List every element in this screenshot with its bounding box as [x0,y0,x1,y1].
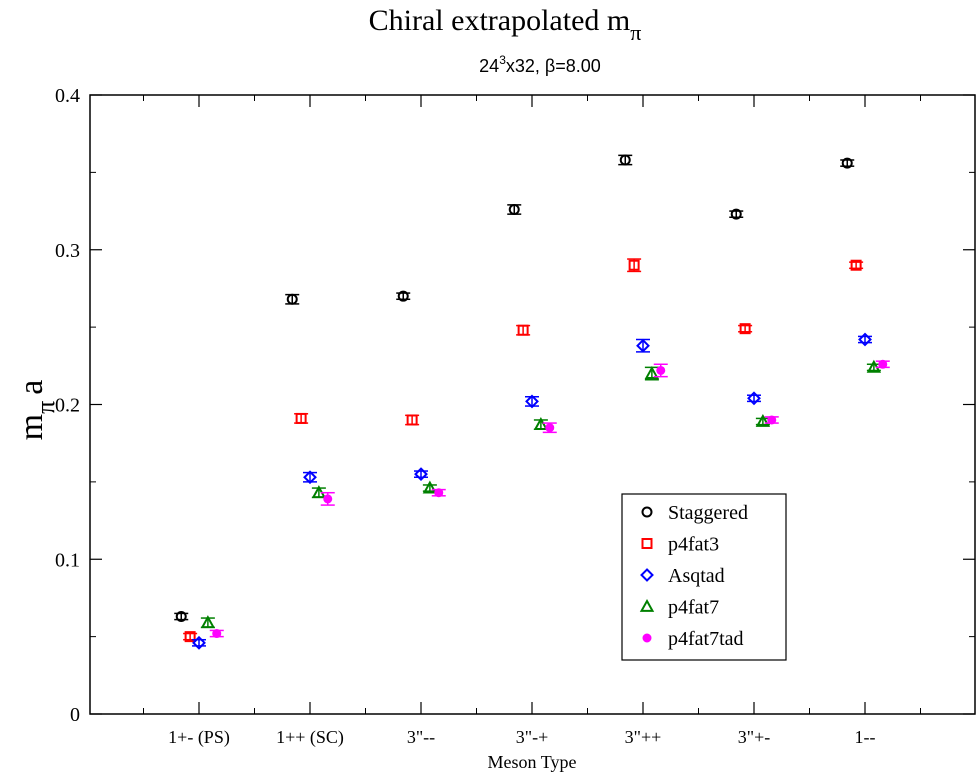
chart-subtitle: 243x32, β=8.00 [479,53,601,76]
data-point [755,413,771,427]
data-point [192,635,206,650]
data-marks [174,154,890,650]
data-point [397,290,409,302]
data-point [184,631,196,643]
data-point [636,338,650,353]
x-tick-label: 1-- [855,727,876,747]
legend-label: p4fat3 [668,534,719,556]
y-axis-label-subscript: π [31,401,60,414]
data-point [175,611,187,623]
legend-label: Staggered [668,502,748,524]
data-point [517,324,529,336]
x-tick-label: 1++ (SC) [276,727,344,748]
legend-label: p4fat7 [668,597,719,619]
data-point [286,293,298,305]
data-point [767,415,777,425]
legend-entry: Asqtad [640,565,725,587]
y-tick-label: 0.1 [55,549,80,571]
legend-entry: p4fat3 [641,534,719,556]
series-p4fat7tad [209,359,890,639]
x-tick-label: 3"-+ [516,727,549,747]
data-point [406,414,418,426]
data-point [656,365,666,375]
legend-entry: p4fat7 [639,597,719,619]
y-tick-label: 0 [70,704,80,726]
data-point [545,423,555,433]
data-point [212,629,222,639]
legend: Staggered p4fat3 Asqtad p4fat7 p4fat7tad [621,493,787,661]
data-point [508,204,520,216]
chart-title-text: Chiral extrapolated m [369,4,631,37]
y-tick-label: 0.3 [55,240,80,262]
data-point [878,359,888,369]
data-point [739,323,751,335]
data-point [414,467,428,482]
data-point [841,157,853,169]
x-tick-label: 1+- (PS) [168,727,230,748]
data-point [303,470,317,485]
legend-label: p4fat7tad [668,628,744,650]
data-point [628,259,640,271]
data-point [644,365,660,379]
legend-marker [639,598,655,612]
legend-marker [641,538,653,549]
legend-marker [642,633,652,643]
legend-entry: p4fat7tad [642,628,744,650]
data-point [525,394,539,409]
data-point [533,417,549,431]
data-point [200,615,216,629]
subtitle-post: x32, β=8.00 [506,56,601,76]
x-tick-label: 3"-- [407,727,435,747]
series-p4fat3 [183,258,864,643]
chart-title: Chiral extrapolated mπ [369,4,642,45]
x-axis-label: Meson Type [488,752,577,772]
y-tick-label: 0.2 [55,395,80,417]
legend-marker [640,568,654,582]
data-point [434,488,444,498]
data-point [730,208,742,220]
data-point [747,391,761,406]
data-point [850,259,862,271]
subtitle-sup: 3 [499,53,506,67]
y-axis-label-m: m [13,414,50,440]
x-tick-label: 3"+- [738,727,771,747]
legend-entries: Staggered p4fat3 Asqtad p4fat7 p4fat7tad [639,502,748,650]
series-asqtad [192,332,872,650]
legend-label: Asqtad [668,565,725,587]
legend-marker [641,506,653,518]
data-point [323,494,333,504]
y-tick-label: 0.4 [55,85,80,107]
data-point [858,332,872,347]
data-point [295,412,307,424]
data-point [422,480,438,494]
series-staggered [174,154,855,623]
y-axis-label-suffix: a [13,380,50,395]
data-point [619,154,631,166]
legend-entry: Staggered [641,502,748,524]
x-tick-label: 3"++ [625,727,662,747]
chart-title-subscript: π [630,20,641,45]
axes: 0 0.1 0.2 0.3 0.4 1+- (PS) 1++ (SC) 3"-- 3"-+ 3"+… [55,85,975,748]
y-axis-label: mπa [13,380,60,441]
subtitle-pre: 24 [479,56,499,76]
